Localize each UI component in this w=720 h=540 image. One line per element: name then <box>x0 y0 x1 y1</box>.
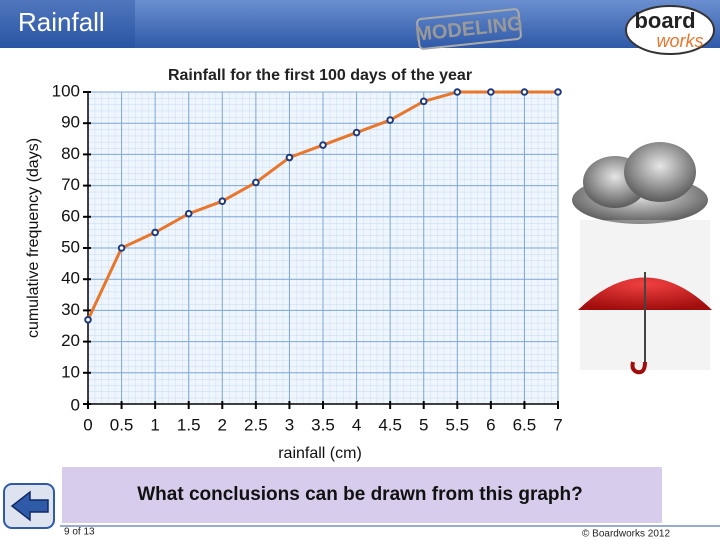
x-axis-label: rainfall (cm) <box>278 445 362 462</box>
y-tick-label: 70 <box>61 175 80 194</box>
data-point <box>352 128 361 137</box>
data-point <box>252 178 260 187</box>
y-tick-label: 0 <box>71 395 80 414</box>
back-button[interactable] <box>3 483 55 529</box>
x-tick-label: 3 <box>285 415 294 434</box>
y-tick-label: 10 <box>61 362 80 381</box>
slide-title: Rainfall <box>18 7 105 37</box>
data-point <box>319 141 327 149</box>
x-tick-label: 7 <box>553 415 562 434</box>
x-tick-label: 1.5 <box>177 415 201 434</box>
x-tick-label: 5 <box>419 415 428 434</box>
y-axis-label: cumulative frequency (days) <box>25 138 42 338</box>
y-tick-label: 100 <box>52 81 80 100</box>
copyright: © Boardworks 2012 <box>582 529 670 540</box>
logo-top: board <box>634 8 695 33</box>
y-tick-label: 30 <box>61 300 80 319</box>
logo-bottom: works <box>656 31 703 51</box>
data-point <box>151 228 159 237</box>
question: What conclusions can be drawn from this … <box>137 484 583 505</box>
y-tick-label: 60 <box>61 206 80 225</box>
page-number: 9 of 13 <box>64 527 95 538</box>
x-tick-label: 1 <box>150 415 159 434</box>
x-tick-label: 3.5 <box>311 415 335 434</box>
rain-illustration <box>572 142 712 375</box>
chart-title: Rainfall for the first 100 days of the y… <box>168 67 472 84</box>
data-point <box>218 197 227 205</box>
data-point <box>386 116 394 124</box>
data-point <box>453 88 462 96</box>
x-tick-label: 4 <box>352 415 361 434</box>
x-tick-label: 6 <box>486 415 495 434</box>
data-point <box>285 153 294 162</box>
data-point <box>419 97 428 106</box>
data-point <box>117 244 126 252</box>
x-tick-label: 6.5 <box>513 415 537 434</box>
data-point <box>554 88 562 96</box>
x-tick-label: 4.5 <box>378 415 402 434</box>
badge-frame <box>416 8 522 50</box>
y-tick-label: 20 <box>61 331 80 350</box>
header-bar <box>0 0 720 48</box>
x-tick-label: 0.5 <box>110 415 134 434</box>
plot: 0 10 20 30 40 50 60 70 80 90 100 0 0.5 1 1.5 2 2.5 3 3.5 4 4… <box>52 81 563 434</box>
data-point <box>487 88 495 96</box>
header-shade <box>0 0 135 48</box>
logo-frame <box>625 5 715 55</box>
y-tick-label: 80 <box>61 144 80 163</box>
question-box <box>62 467 662 523</box>
y-tick-label: 90 <box>61 113 80 132</box>
data-point <box>520 88 529 96</box>
data-point <box>84 315 92 324</box>
y-tick-label: 40 <box>61 269 80 288</box>
x-tick-label: 2 <box>218 415 227 434</box>
x-tick-label: 2.5 <box>244 415 268 434</box>
data-point <box>184 209 193 218</box>
x-tick-label: 5.5 <box>445 415 469 434</box>
x-tick-label: 0 <box>83 415 92 434</box>
y-tick-label: 50 <box>61 237 80 256</box>
